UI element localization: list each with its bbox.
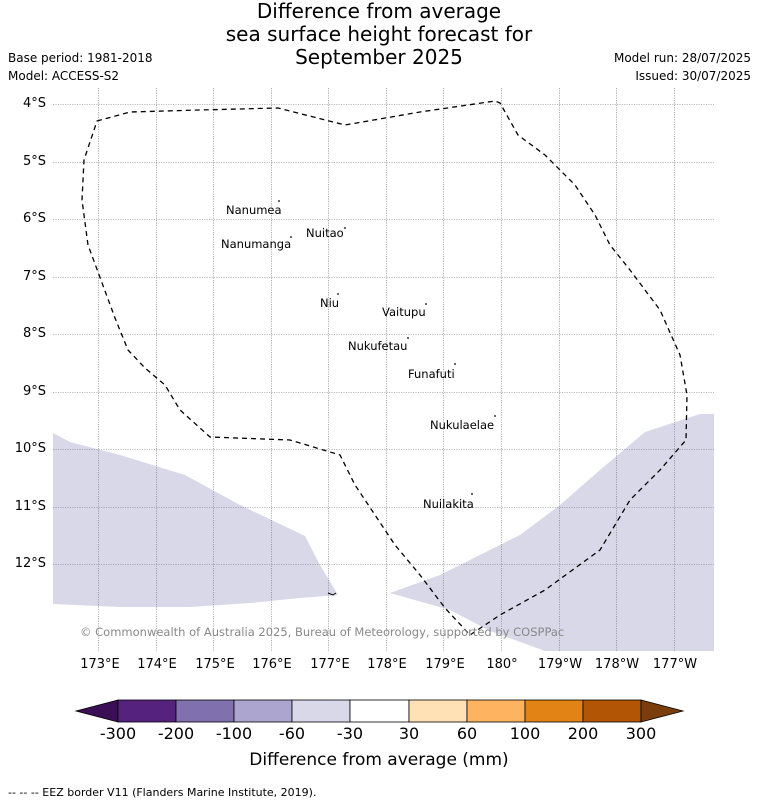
- island-label-nuitao: Nuitao: [306, 226, 344, 240]
- island-label-vaitupu: Vaitupu: [382, 305, 426, 319]
- lat-label-8s: 8°S: [22, 326, 46, 341]
- model-run: Model run: 28/07/2025: [613, 51, 751, 65]
- negative-anomaly-area-west: [53, 433, 338, 607]
- island-label-funafuti: Funafuti: [408, 367, 455, 381]
- eez-footnote: -- -- -- EEZ border V11 (Flanders Marine…: [8, 786, 317, 799]
- lat-label-10s: 10°S: [14, 441, 46, 456]
- colorbar-tick: -100: [215, 724, 253, 743]
- lat-label-12s: 12°S: [14, 556, 46, 571]
- island-label-nukufetau: Nukufetau: [348, 339, 408, 353]
- colorbar-tick: -300: [99, 724, 137, 743]
- title-line-2: sea surface height forecast for: [225, 22, 533, 46]
- island-label-nuilakita: Nuilakita: [423, 497, 474, 511]
- colorbar-tick: -200: [157, 724, 195, 743]
- colorbar-tick: 30: [398, 724, 420, 743]
- colorbar-bin-4: [291, 699, 351, 723]
- colorbar-tick: 200: [567, 724, 599, 743]
- lat-label-4s: 4°S: [22, 96, 46, 111]
- colorbar-tick: 300: [625, 724, 657, 743]
- lon-label-180: 180°: [486, 657, 518, 672]
- lat-label-9s: 9°S: [22, 384, 46, 399]
- lon-label-178w: 178°W: [594, 657, 640, 672]
- lon-label-178e: 178°E: [367, 657, 407, 672]
- graticule: [53, 88, 714, 651]
- title-line-3: September 2025: [295, 45, 463, 69]
- island-label-nanumea: Nanumea: [226, 203, 282, 217]
- colorbar-bin-1: [117, 699, 177, 723]
- colorbar-bin-6: [408, 699, 468, 723]
- island-outline-small: [327, 592, 337, 596]
- colorbar-tick: 60: [456, 724, 478, 743]
- colorbar-tick: -60: [278, 724, 306, 743]
- lon-label-179w: 179°W: [537, 657, 583, 672]
- colorbar-tick: 100: [509, 724, 541, 743]
- colorbar-bin-8: [524, 699, 584, 723]
- copyright-notice: © Commonwealth of Australia 2025, Bureau…: [80, 625, 565, 639]
- negative-anomaly-area-east: [390, 414, 714, 651]
- island-label-nukulaelae: Nukulaelae: [430, 418, 495, 432]
- colorbar-bin-7: [466, 699, 526, 723]
- lon-label-179e: 179°E: [425, 657, 465, 672]
- colorbar-tick: -30: [336, 724, 364, 743]
- colorbar-bin-9: [582, 699, 642, 723]
- colorbar-bin-3: [233, 699, 293, 723]
- colorbar-label: Difference from average (mm): [249, 750, 509, 770]
- lat-label-6s: 6°S: [22, 211, 46, 226]
- lon-label-174e: 174°E: [137, 657, 177, 672]
- base-period: Base period: 1981-2018: [8, 51, 153, 65]
- colorbar-min-extension: [74, 699, 119, 723]
- model-name: Model: ACCESS-S2: [8, 69, 120, 83]
- lat-label-7s: 7°S: [22, 269, 46, 284]
- colorbar-bin-2: [175, 699, 235, 723]
- meta-right: Model run: 28/07/2025 Issued: 30/07/2025: [614, 49, 751, 85]
- lon-label-173e: 173°E: [80, 657, 120, 672]
- colorbar-max-extension: [640, 699, 685, 723]
- island-markers: [278, 200, 496, 495]
- lon-label-177e: 177°E: [310, 657, 350, 672]
- meta-left: Base period: 1981-2018 Model: ACCESS-S2: [8, 49, 153, 85]
- lat-label-11s: 11°S: [14, 499, 46, 514]
- island-label-nanumanga: Nanumanga: [221, 237, 292, 251]
- lat-label-5s: 5°S: [22, 154, 46, 169]
- lon-label-176e: 176°E: [252, 657, 292, 672]
- island-label-niu: Niu: [320, 296, 340, 310]
- title-line-1: Difference from average: [256, 0, 502, 23]
- colorbar-bin-5: [349, 699, 410, 723]
- lon-label-175e: 175°E: [195, 657, 235, 672]
- eez-border: [81, 100, 688, 636]
- lon-label-177w: 177°W: [652, 657, 698, 672]
- issued-date: Issued: 30/07/2025: [635, 69, 751, 83]
- colorbar: [74, 699, 685, 723]
